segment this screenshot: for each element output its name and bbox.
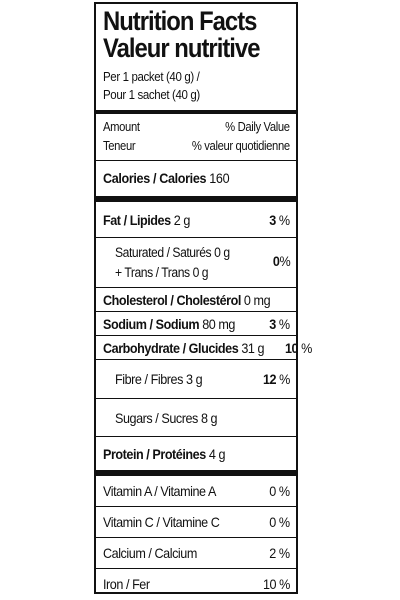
divider (96, 335, 296, 336)
amount-header-french: Teneur (103, 139, 136, 153)
nutrition-facts-label: Nutrition Facts Valeur nutritive Per 1 p… (94, 2, 312, 594)
daily-value-header: % Daily Value (225, 120, 290, 134)
vitamin-c-label: Vitamin C / Vitamine C (103, 514, 220, 530)
trans-label: + Trans / Trans (115, 265, 190, 280)
vitamin-row-a: Vitamin A / Vitamine A 0 % (103, 476, 290, 506)
vitamin-c-daily-value: 0 % (269, 514, 291, 530)
divider (96, 506, 296, 507)
fibre-daily-value: 12 (263, 371, 277, 387)
nutrient-row-fibre: Fibre / Fibres 3 g 12 % (103, 360, 290, 398)
nutrient-row-cholesterol: Cholesterol / Cholestérol 0 mg (103, 288, 290, 311)
fat-percent-sign: % (279, 211, 290, 228)
fibre-amount: 3 g (185, 371, 203, 387)
iron-daily-value: 10 % (263, 576, 290, 592)
saturated-amount: 0 g (214, 245, 230, 260)
divider (96, 436, 296, 437)
title-french: Valeur nutritive (103, 33, 260, 63)
saturated-percent-sign: % (279, 253, 290, 269)
calories-label: Calories / Calories (103, 170, 207, 186)
divider (96, 568, 296, 569)
carbohydrate-label: Carbohydrate / Glucides (103, 339, 239, 356)
calcium-daily-value: 2 % (269, 545, 291, 561)
divider (96, 311, 296, 312)
iron-label: Iron / Fer (103, 576, 150, 592)
fat-daily-value: 3 (269, 211, 277, 228)
vitamin-a-daily-value: 0 % (269, 483, 291, 499)
vitamin-a-label: Vitamin A / Vitamine A (103, 483, 216, 499)
cholesterol-amount: 0 mg (243, 291, 271, 308)
fibre-percent-sign: % (279, 371, 290, 387)
title-english: Nutrition Facts (103, 6, 257, 36)
divider (96, 287, 296, 288)
serving-size-english: Per 1 packet (40 g) / (103, 70, 200, 84)
sodium-label: Sodium / Sodium (103, 315, 200, 332)
divider (96, 160, 296, 161)
sodium-percent-sign: % (279, 315, 290, 332)
trans-amount: 0 g (192, 265, 209, 280)
divider-thick (96, 196, 296, 202)
divider-thick (96, 110, 296, 114)
sugars-label: Sugars / Sucres (115, 409, 198, 426)
nutrient-row-saturated-trans: Saturated / Saturés 0 g + Trans / Trans … (103, 238, 290, 287)
nutrient-row-fat: Fat / Lipides 2 g 3 % (103, 202, 290, 237)
saturated-label: Saturated / Saturés (115, 245, 212, 260)
carbohydrate-amount: 31 g (241, 339, 265, 356)
divider (96, 537, 296, 538)
sodium-daily-value: 3 (269, 315, 277, 332)
fat-amount: 2 g (173, 211, 191, 228)
divider-thick (96, 470, 296, 476)
carbohydrate-percent-sign: % (301, 339, 312, 356)
nutrient-row-carbohydrate: Carbohydrate / Glucides 31 g 10 % (103, 336, 312, 359)
vitamin-row-iron: Iron / Fer 10 % (103, 569, 290, 599)
divider (96, 398, 296, 399)
serving-size-french: Pour 1 sachet (40 g) (103, 88, 200, 102)
vitamin-row-calcium: Calcium / Calcium 2 % (103, 538, 290, 568)
protein-amount: 4 g (208, 445, 226, 462)
nutrient-row-sugars: Sugars / Sucres 8 g (103, 399, 290, 436)
sugars-amount: 8 g (200, 409, 218, 426)
sodium-amount: 80 mg (202, 315, 235, 332)
cholesterol-label: Cholesterol / Cholestérol (103, 291, 241, 308)
nutrient-row-calories: Calories / Calories 160 (103, 161, 290, 196)
label-title: Nutrition Facts Valeur nutritive (103, 8, 290, 62)
calcium-label: Calcium / Calcium (103, 545, 197, 561)
divider (96, 237, 296, 238)
nutrient-row-sodium: Sodium / Sodium 80 mg 3 % (103, 312, 290, 335)
amount-header: Amount (103, 120, 140, 134)
fibre-label: Fibre / Fibres (115, 371, 183, 387)
saturated-daily-value: 0 (272, 253, 280, 269)
calories-amount: 160 (209, 170, 230, 186)
serving-size: Per 1 packet (40 g) / Pour 1 sachet (40 … (103, 68, 275, 104)
fat-label: Fat / Lipides (103, 211, 171, 228)
divider (96, 359, 296, 360)
carbohydrate-daily-value: 10 (284, 339, 299, 356)
vitamin-row-c: Vitamin C / Vitamine C 0 % (103, 507, 290, 537)
column-header: Amount % Daily Value Teneur % valeur quo… (103, 114, 290, 160)
protein-label: Protein / Protéines (103, 445, 206, 462)
daily-value-header-french: % valeur quotidienne (192, 139, 290, 153)
nutrient-row-protein: Protein / Protéines 4 g (103, 437, 290, 470)
